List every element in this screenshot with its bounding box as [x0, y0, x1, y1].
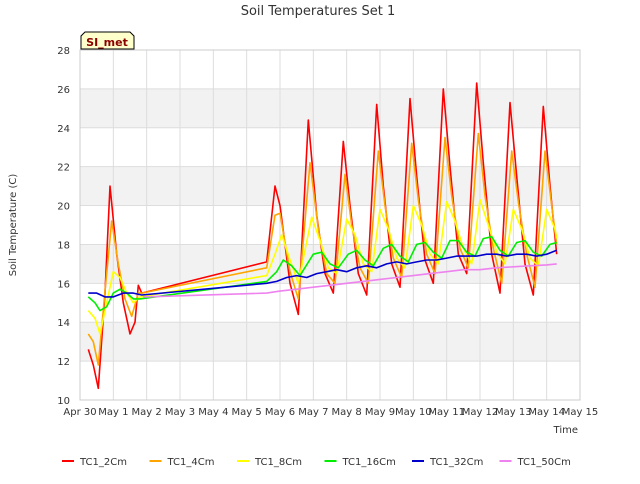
- band-20: [80, 166, 580, 206]
- y-tick-label: 12: [57, 357, 70, 368]
- x-axis-label: Time: [553, 425, 578, 436]
- x-tick-label: May 9: [365, 407, 395, 418]
- legend-label: TC1_2Cm: [79, 457, 127, 468]
- band-24: [80, 88, 580, 128]
- x-tick-label: May 10: [395, 407, 432, 418]
- y-axis-label: Soil Temperature (C): [8, 174, 19, 277]
- legend-item: TC1_4Cm: [149, 457, 215, 468]
- legend-item: TC1_50Cm: [499, 457, 571, 468]
- legend-label: TC1_50Cm: [517, 457, 571, 468]
- x-tick-label: May 15: [562, 407, 599, 418]
- y-tick-label: 22: [57, 163, 70, 174]
- legend-item: TC1_32Cm: [412, 457, 483, 468]
- x-tick-label: May 3: [165, 407, 195, 418]
- band-12: [80, 322, 580, 362]
- legend-label: TC1_32Cm: [429, 457, 483, 468]
- annotation-box: [80, 31, 135, 50]
- series-line-TC1_32Cm: [88, 249, 557, 298]
- x-tick-label: Apr 30: [63, 407, 96, 418]
- x-tick-label: May 14: [528, 407, 565, 418]
- y-tick-label: 14: [57, 318, 70, 329]
- y-tick-labels: 10 12 14 16 18 20 22 24 26 28: [57, 46, 70, 407]
- x-tick-label: May 7: [298, 407, 328, 418]
- plot-frame: [79, 49, 581, 401]
- axes: [79, 49, 581, 401]
- x-tick-label: May 5: [232, 407, 262, 418]
- x-tick-label: May 2: [132, 407, 162, 418]
- legend: TC1_2Cm TC1_4Cm TC1_8Cm TC1_16Cm TC1_32Cm TC1…: [62, 457, 571, 468]
- y-tick-label: 20: [57, 202, 70, 213]
- x-tick-labels: Apr 30 May 1 May 2 May 3 May 4 May 5 May 6 May …: [63, 407, 598, 418]
- y-tick-label: 10: [57, 396, 70, 407]
- x-tick-label: May 1: [98, 407, 128, 418]
- y-tick-label: 16: [57, 279, 70, 290]
- y-tick-label: 26: [57, 85, 70, 96]
- series-line-TC1_4Cm: [87, 132, 558, 366]
- legend-item: TC1_16Cm: [324, 457, 396, 468]
- chart-title: Soil Temperatures Set 1: [241, 4, 396, 19]
- y-tick-label: 24: [57, 124, 70, 135]
- legend-item: TC1_8Cm: [237, 457, 302, 468]
- y-tick-label: 28: [57, 46, 70, 57]
- x-tick-label: May 4: [198, 407, 228, 418]
- series-line-TC1_2Cm: [87, 82, 558, 390]
- series-line-TC1_16Cm: [87, 235, 557, 312]
- legend-item: TC1_2Cm: [62, 457, 127, 468]
- annotation-label: SI_met: [86, 36, 128, 49]
- legend-label: TC1_16Cm: [342, 457, 396, 468]
- x-tick-label: May 12: [462, 407, 499, 418]
- x-tick-label: May 6: [265, 407, 295, 418]
- series-line-TC1_50Cm: [143, 263, 557, 298]
- legend-label: TC1_4Cm: [167, 457, 215, 468]
- plot-background: [80, 50, 580, 400]
- x-tick-label: May 11: [428, 407, 465, 418]
- y-tick-label: 18: [57, 240, 70, 251]
- station-annotation: SI_met: [80, 31, 135, 50]
- series-layer: [87, 82, 558, 390]
- series-line-TC1_8Cm: [87, 198, 558, 335]
- x-tick-label: May 13: [495, 407, 532, 418]
- x-tick-label: May 8: [332, 407, 362, 418]
- legend-label: TC1_8Cm: [254, 457, 302, 468]
